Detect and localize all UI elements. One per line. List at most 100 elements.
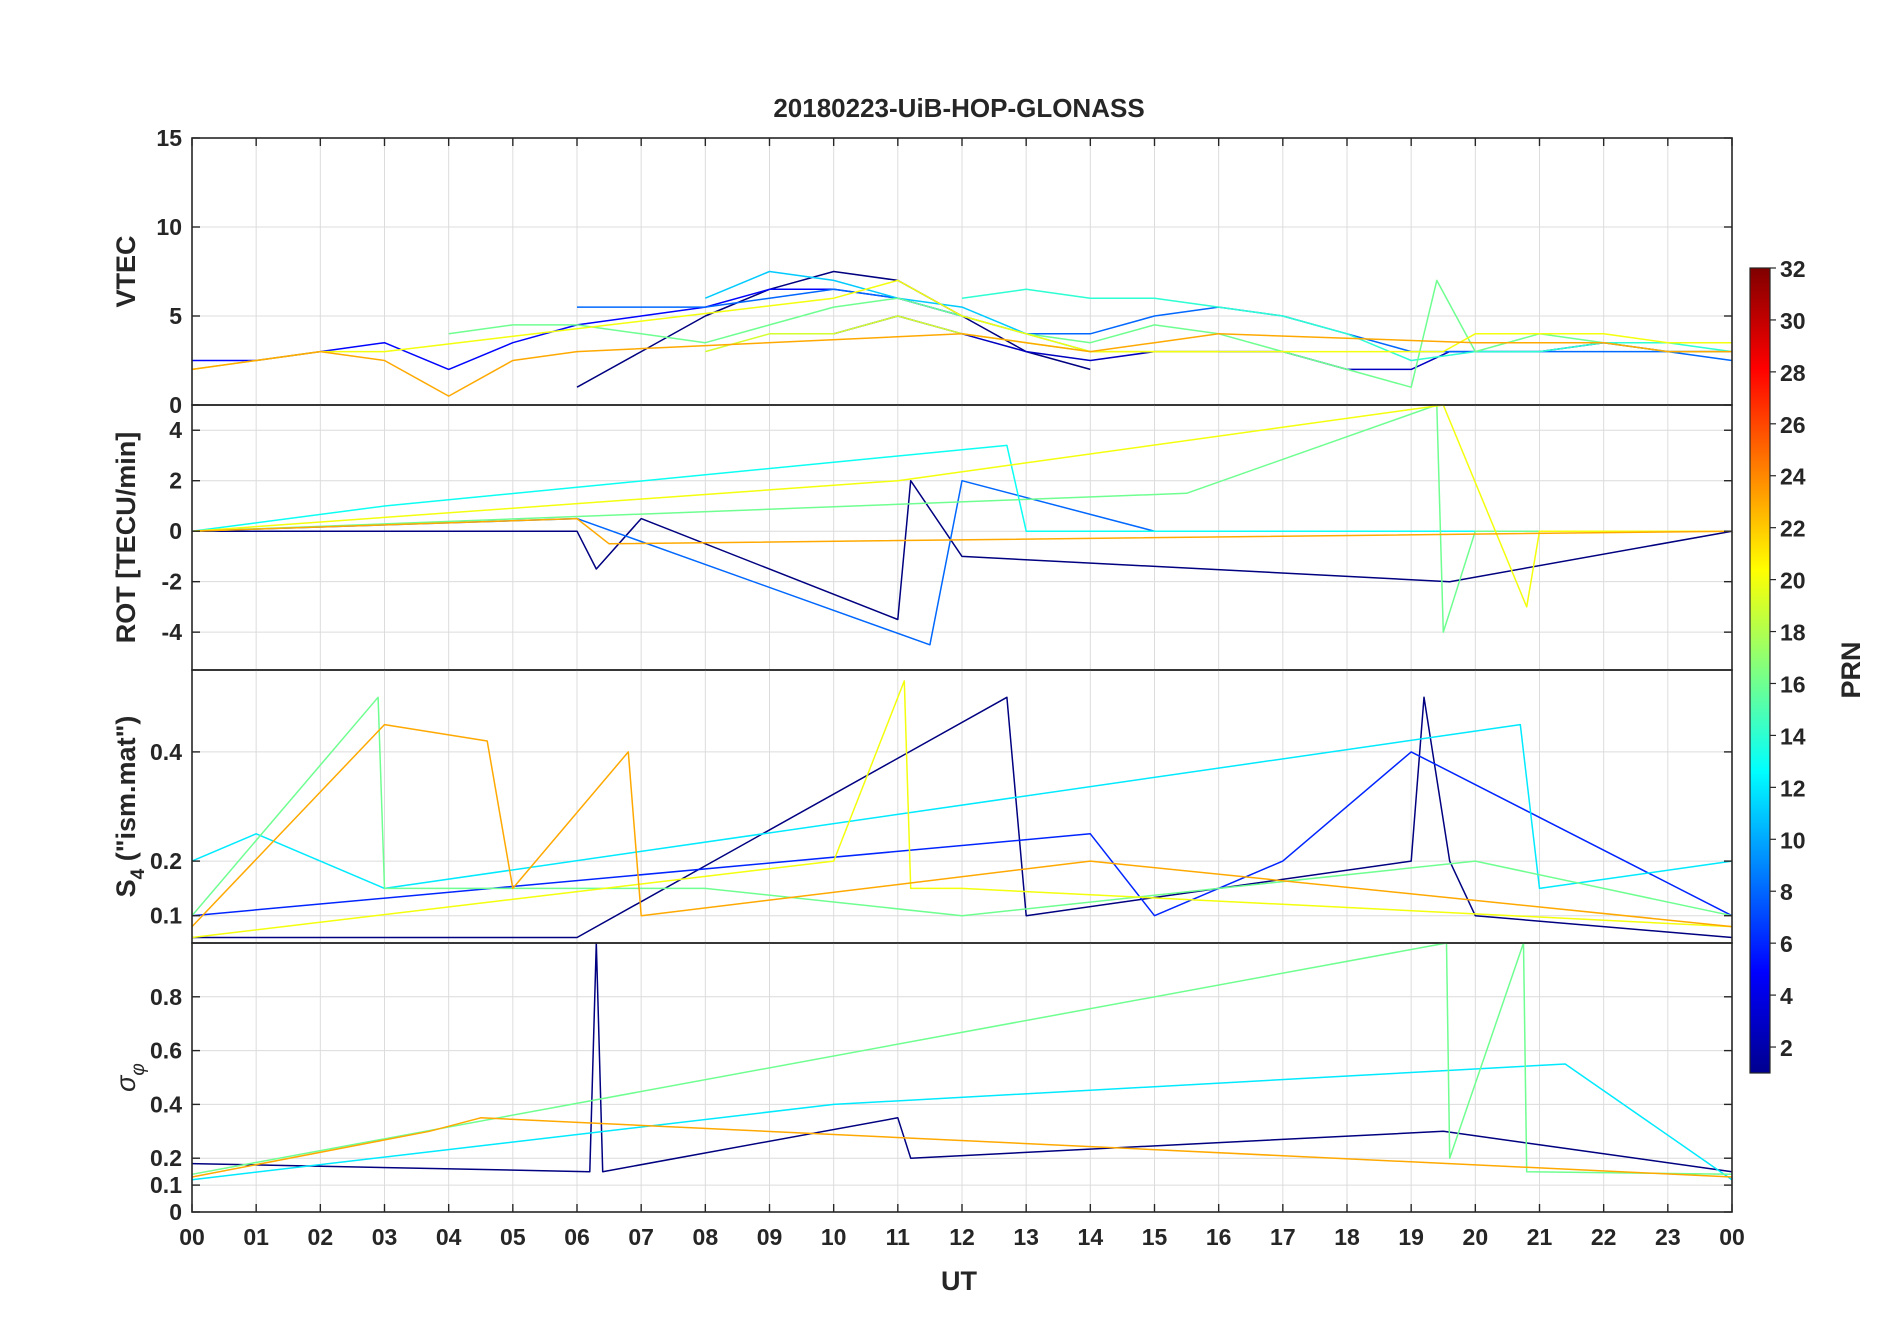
x-tick-label: 17 (1270, 1224, 1296, 1250)
y-tick-label: 15 (156, 125, 182, 151)
y-tick-label: 0.8 (150, 984, 182, 1010)
x-tick-label: 18 (1334, 1224, 1360, 1250)
y-tick-label: 0.1 (150, 1172, 182, 1198)
grid (192, 137, 1732, 406)
colorbar-tick-label: 12 (1780, 775, 1806, 801)
panel-vtec: 0 5 10 15 VTEC (111, 125, 1733, 418)
series-line-prn-16 (191, 942, 1733, 1176)
series-line-prn-20 (191, 404, 1732, 608)
series-line-prn-23 (191, 1117, 1733, 1178)
y-tick-label: 4 (169, 417, 182, 443)
grid (192, 943, 1732, 1213)
x-axis-label: UT (941, 1266, 977, 1296)
y-tick-label: 0.1 (150, 903, 182, 929)
x-tick-label: 07 (628, 1224, 654, 1250)
x-tick-label: 12 (949, 1224, 975, 1250)
y-tick-label: 0 (169, 518, 182, 544)
series-line-prn-16 (191, 696, 1733, 917)
chart-title: 20180223-UiB-HOP-GLONASS (773, 93, 1144, 123)
x-axis: 00 01 02 03 04 05 06 07 08 09 10 11 12 13 14 15 16 17 18 19… (179, 138, 1745, 1250)
grid (192, 405, 1732, 670)
x-tick-label: 14 (1078, 1224, 1104, 1250)
colorbar-tick-label: 20 (1780, 568, 1806, 594)
colorbar-tick-label: 8 (1780, 879, 1793, 905)
colorbar-tick-label: 26 (1780, 412, 1806, 438)
series-line-prn-12 (191, 1063, 1733, 1181)
x-tick-label: 06 (564, 1224, 590, 1250)
x-tick-label: 20 (1463, 1224, 1489, 1250)
x-tick-label: 10 (821, 1224, 847, 1250)
y-tick-label: -4 (162, 619, 183, 645)
x-tick-label: 16 (1206, 1224, 1232, 1250)
series-line-prn-1 (192, 479, 1733, 621)
y-axis-label-sub: φ (128, 1063, 149, 1075)
x-tick-label: 00 (1719, 1224, 1745, 1250)
series-line-prn-16 (191, 404, 1732, 633)
y-axis-label-sub: 4 (128, 868, 149, 879)
x-tick-label: 15 (1142, 1224, 1168, 1250)
y-tick-label: 0 (169, 1199, 182, 1225)
colorbar-tick-label: 2 (1780, 1035, 1793, 1061)
x-tick-label: 05 (500, 1224, 526, 1250)
colorbar-label: PRN (1836, 641, 1866, 698)
x-tick-label: 11 (886, 1224, 911, 1250)
colorbar-tick-label: 22 (1780, 516, 1806, 542)
series-line-prn-20 (191, 680, 1733, 939)
x-tick-label: 01 (243, 1224, 269, 1250)
y-tick-label: 5 (169, 303, 182, 329)
colorbar-tick-label: 10 (1780, 827, 1806, 853)
y-tick-label: 2 (169, 468, 182, 494)
x-tick-label: 03 (372, 1224, 398, 1250)
series-group (191, 942, 1733, 1181)
panel-rot: -4 -2 0 2 4 ROT [TECU/min] (111, 404, 1733, 671)
colorbar-tick-label: 32 (1780, 256, 1806, 282)
series-line-prn-23 (191, 333, 1732, 397)
x-tick-label: 21 (1527, 1224, 1553, 1250)
colorbar-tick-label: 16 (1780, 671, 1806, 697)
y-axis-label: σφ (111, 1063, 149, 1092)
y-tick-label: 0.4 (150, 739, 182, 765)
y-axis-label: ROT [TECU/min] (111, 432, 141, 643)
y-axis-label-rest: ("ism.mat") (111, 716, 141, 869)
x-tick-label: 04 (436, 1224, 462, 1250)
colorbar-tick-label: 18 (1780, 620, 1806, 646)
x-tick-label: 13 (1013, 1224, 1039, 1250)
series-line-prn-23 (191, 723, 1733, 928)
y-axis-label: S4 ("ism.mat") (111, 716, 149, 898)
series-line-prn-13 (191, 444, 1732, 532)
x-tick-label: 23 (1655, 1224, 1681, 1250)
colorbar-tick-label: 30 (1780, 308, 1806, 334)
y-tick-label: 0 (169, 392, 182, 418)
colorbar-tick-label: 28 (1780, 360, 1806, 386)
y-axis-label-main: S (111, 879, 141, 897)
series-line-prn-12 (191, 723, 1733, 890)
colorbar-gradient (1749, 267, 1771, 1074)
series-line-prn-20 (191, 279, 1732, 371)
series-group (191, 404, 1733, 646)
y-tick-label: 0.6 (150, 1038, 182, 1064)
x-tick-label: 19 (1398, 1224, 1424, 1250)
colorbar-tick-label: 14 (1780, 723, 1806, 749)
series-group (191, 270, 1733, 397)
x-tick-label: 08 (693, 1224, 719, 1250)
series-group (191, 680, 1733, 939)
series-line-prn-1 (192, 696, 1733, 939)
y-tick-label: 0.2 (150, 1145, 182, 1171)
x-tick-label: 09 (757, 1224, 783, 1250)
y-tick-label: 0.4 (150, 1091, 182, 1117)
series-line-prn-23 (191, 517, 1733, 545)
x-tick-label: 02 (308, 1224, 334, 1250)
colorbar-tick-label: 6 (1780, 931, 1793, 957)
y-tick-label: 0.2 (150, 848, 182, 874)
y-tick-label: -2 (162, 569, 182, 595)
colorbar-tick-label: 24 (1780, 464, 1806, 490)
y-axis-label: VTEC (111, 235, 141, 307)
panel-s4: 0.10.20.4S4 ("ism.mat") (111, 669, 1733, 944)
y-axis-label-main: σ (111, 1074, 141, 1092)
panel-sigma-phi: 00.10.2 0.4 0.6 0.8 σφ (111, 942, 1733, 1225)
y-tick-label: 10 (156, 214, 182, 240)
colorbar-tick-label: 4 (1780, 983, 1793, 1009)
grid (192, 670, 1732, 943)
